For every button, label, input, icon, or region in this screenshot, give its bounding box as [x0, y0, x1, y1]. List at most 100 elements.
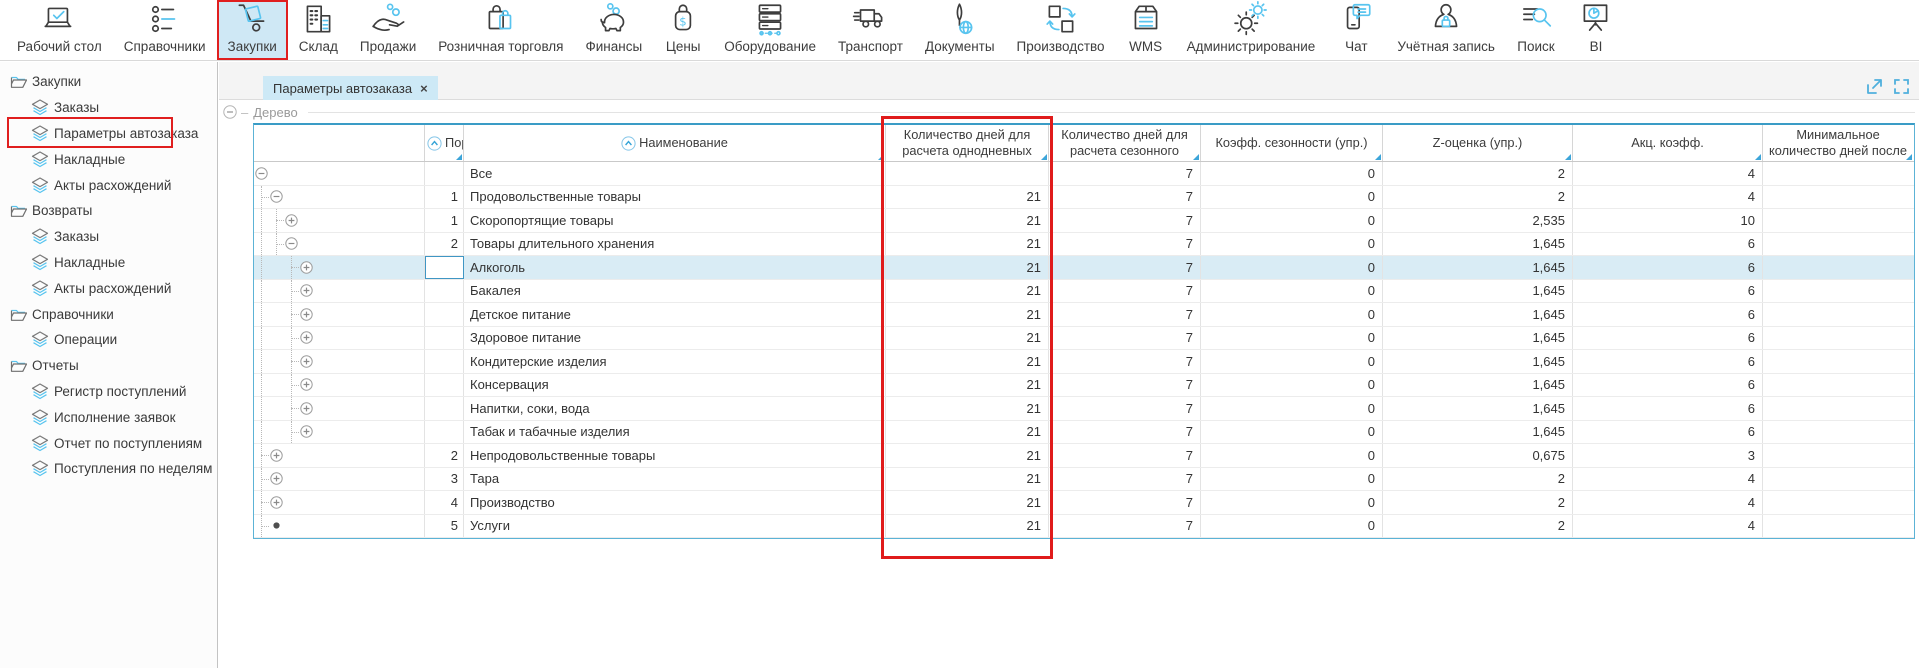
value-cell-seasonality_coeff[interactable]: 0: [1201, 514, 1383, 537]
name-cell[interactable]: Тара: [464, 467, 886, 490]
value-cell-days_oneday[interactable]: 21: [886, 467, 1049, 490]
table-row-11[interactable]: Табак и табачные изделия 21 7 0 1,645 6: [254, 420, 1914, 444]
value-cell-promo_coeff[interactable]: 6: [1573, 397, 1763, 420]
column-header-name[interactable]: Наименование: [464, 125, 886, 161]
value-cell-days_oneday[interactable]: 21: [886, 444, 1049, 467]
toolbar-item-retail[interactable]: Розничная торговля: [427, 0, 574, 60]
column-header-order[interactable]: Пор: [425, 125, 464, 161]
sidebar-item-operations[interactable]: Операции: [0, 327, 217, 353]
value-cell-z_score[interactable]: 1,645: [1383, 232, 1573, 255]
name-cell[interactable]: Консервация: [464, 373, 886, 396]
sidebar-item-receipts-register[interactable]: Регистр поступлений: [0, 379, 217, 405]
tree-expander-plus-icon[interactable]: [269, 449, 283, 462]
column-header-days_oneday[interactable]: Количество дней для расчета однодневных: [886, 125, 1049, 161]
tree-expander-plus-icon[interactable]: [299, 261, 313, 274]
value-cell-z_score[interactable]: 1,645: [1383, 256, 1573, 279]
toolbar-item-account[interactable]: Учётная запись: [1386, 0, 1506, 60]
toolbar-item-finance[interactable]: Финансы: [575, 0, 654, 60]
value-cell-z_score[interactable]: 1,645: [1383, 397, 1573, 420]
table-row-7[interactable]: Здоровое питание 21 7 0 1,645 6: [254, 326, 1914, 350]
value-cell-days_seasonal[interactable]: 7: [1049, 444, 1201, 467]
value-cell-min_days_after[interactable]: [1763, 233, 1913, 256]
table-row-9[interactable]: Консервация 21 7 0 1,645 6: [254, 373, 1914, 397]
name-cell[interactable]: Скоропортящие товары: [464, 209, 886, 232]
table-row-0[interactable]: Все 7 0 2 4: [254, 162, 1914, 186]
order-cell[interactable]: 1: [425, 185, 464, 208]
value-cell-seasonality_coeff[interactable]: 0: [1201, 279, 1383, 302]
value-cell-z_score[interactable]: 1,645: [1383, 350, 1573, 373]
name-cell[interactable]: Детское питание: [464, 303, 886, 326]
tree-expander-plus-icon[interactable]: [299, 378, 313, 391]
value-cell-seasonality_coeff[interactable]: 0: [1201, 373, 1383, 396]
value-cell-seasonality_coeff[interactable]: 0: [1201, 467, 1383, 490]
name-cell[interactable]: Бакалея: [464, 279, 886, 302]
toolbar-item-chat[interactable]: Чат: [1326, 0, 1386, 60]
order-cell[interactable]: [425, 350, 464, 373]
value-cell-min_days_after[interactable]: [1763, 209, 1913, 232]
value-cell-min_days_after[interactable]: [1763, 327, 1913, 350]
tab-auto-order-params[interactable]: Параметры автозаказа ×: [263, 76, 438, 100]
value-cell-min_days_after[interactable]: [1763, 350, 1913, 373]
value-cell-days_oneday[interactable]: 21: [886, 373, 1049, 396]
name-cell[interactable]: Производство: [464, 491, 886, 514]
table-row-13[interactable]: 3 Тара 21 7 0 2 4: [254, 467, 1914, 491]
sidebar-item-requests-execution[interactable]: Исполнение заявок: [0, 404, 217, 430]
value-cell-z_score[interactable]: 1,645: [1383, 420, 1573, 443]
value-cell-seasonality_coeff[interactable]: 0: [1201, 444, 1383, 467]
column-header-seasonality_coeff[interactable]: Коэфф. сезонности (упр.): [1201, 125, 1383, 161]
sidebar-item-auto-order-params[interactable]: Параметры автозаказа: [0, 121, 217, 147]
value-cell-days_seasonal[interactable]: 7: [1049, 350, 1201, 373]
value-cell-min_days_after[interactable]: [1763, 491, 1913, 514]
tree-expander-plus-icon[interactable]: [299, 308, 313, 321]
value-cell-days_seasonal[interactable]: 7: [1049, 467, 1201, 490]
value-cell-days_oneday[interactable]: 21: [886, 350, 1049, 373]
toolbar-item-prices[interactable]: $ Цены: [653, 0, 713, 60]
sidebar-group-returns[interactable]: Возвраты: [0, 198, 217, 224]
value-cell-days_seasonal[interactable]: 7: [1049, 373, 1201, 396]
table-row-14[interactable]: 4 Производство 21 7 0 2 4: [254, 491, 1914, 515]
table-row-15[interactable]: 5 Услуги 21 7 0 2 4: [254, 514, 1914, 538]
value-cell-min_days_after[interactable]: [1763, 468, 1913, 491]
toolbar-item-warehouse[interactable]: Склад: [288, 0, 349, 60]
value-cell-days_oneday[interactable]: 21: [886, 491, 1049, 514]
toolbar-item-purchases[interactable]: Закупки: [216, 0, 288, 60]
value-cell-days_oneday[interactable]: 21: [886, 232, 1049, 255]
value-cell-z_score[interactable]: 2: [1383, 467, 1573, 490]
order-cell[interactable]: [425, 256, 464, 279]
value-cell-days_oneday[interactable]: 21: [886, 397, 1049, 420]
column-header-z_score[interactable]: Z-оценка (упр.): [1383, 125, 1573, 161]
value-cell-days_oneday[interactable]: 21: [886, 514, 1049, 537]
value-cell-min_days_after[interactable]: [1763, 256, 1913, 279]
name-cell[interactable]: Табак и табачные изделия: [464, 420, 886, 443]
value-cell-days_seasonal[interactable]: 7: [1049, 397, 1201, 420]
value-cell-days_seasonal[interactable]: 7: [1049, 256, 1201, 279]
order-cell[interactable]: 2: [425, 232, 464, 255]
toolbar-item-equipment[interactable]: Оборудование: [713, 0, 827, 60]
name-cell[interactable]: Все: [464, 162, 886, 185]
column-header-days_seasonal[interactable]: Количество дней для расчета сезонного: [1049, 125, 1201, 161]
value-cell-promo_coeff[interactable]: 6: [1573, 279, 1763, 302]
value-cell-days_seasonal[interactable]: 7: [1049, 303, 1201, 326]
value-cell-seasonality_coeff[interactable]: 0: [1201, 397, 1383, 420]
value-cell-seasonality_coeff[interactable]: 0: [1201, 162, 1383, 185]
value-cell-promo_coeff[interactable]: 6: [1573, 326, 1763, 349]
value-cell-seasonality_coeff[interactable]: 0: [1201, 326, 1383, 349]
sidebar-item-discrepancy-acts-returns[interactable]: Акты расхождений: [0, 275, 217, 301]
value-cell-days_oneday[interactable]: 21: [886, 420, 1049, 443]
value-cell-days_seasonal[interactable]: 7: [1049, 185, 1201, 208]
value-cell-seasonality_coeff[interactable]: 0: [1201, 491, 1383, 514]
column-header-min_days_after[interactable]: Минимальное количество дней после: [1763, 125, 1913, 161]
value-cell-days_seasonal[interactable]: 7: [1049, 232, 1201, 255]
value-cell-z_score[interactable]: 1,645: [1383, 373, 1573, 396]
table-row-5[interactable]: Бакалея 21 7 0 1,645 6: [254, 279, 1914, 303]
value-cell-min_days_after[interactable]: [1763, 162, 1913, 185]
order-cell[interactable]: [425, 420, 464, 443]
value-cell-seasonality_coeff[interactable]: 0: [1201, 350, 1383, 373]
table-row-2[interactable]: 1 Скоропортящие товары 21 7 0 2,535 10: [254, 209, 1914, 233]
order-cell[interactable]: 1: [425, 209, 464, 232]
toolbar-item-documents[interactable]: Документы: [914, 0, 1006, 60]
value-cell-z_score[interactable]: 1,645: [1383, 303, 1573, 326]
sidebar-item-orders-returns[interactable]: Заказы: [0, 224, 217, 250]
value-cell-min_days_after[interactable]: [1763, 397, 1913, 420]
tree-expander-minus-icon[interactable]: [269, 190, 283, 203]
